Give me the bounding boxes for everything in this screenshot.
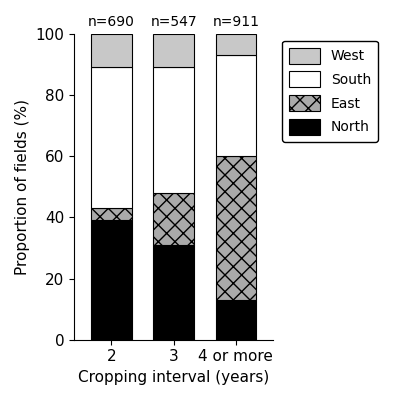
Y-axis label: Proportion of fields (%): Proportion of fields (%)	[15, 99, 30, 275]
Bar	[153, 245, 194, 340]
Text: n=547: n=547	[151, 15, 197, 29]
Bar	[91, 208, 132, 220]
Text: n=690: n=690	[88, 15, 135, 29]
Bar	[216, 156, 256, 300]
Text: n=911: n=911	[212, 15, 259, 29]
X-axis label: Cropping interval (years): Cropping interval (years)	[78, 370, 269, 385]
Bar	[91, 34, 132, 67]
Bar	[153, 67, 194, 193]
Bar	[216, 300, 256, 340]
Bar	[216, 55, 256, 156]
Bar	[91, 67, 132, 208]
Bar	[91, 220, 132, 340]
Bar	[153, 193, 194, 245]
Legend: West, South, East, North: West, South, East, North	[282, 40, 378, 142]
Bar	[216, 34, 256, 55]
Bar	[153, 34, 194, 67]
